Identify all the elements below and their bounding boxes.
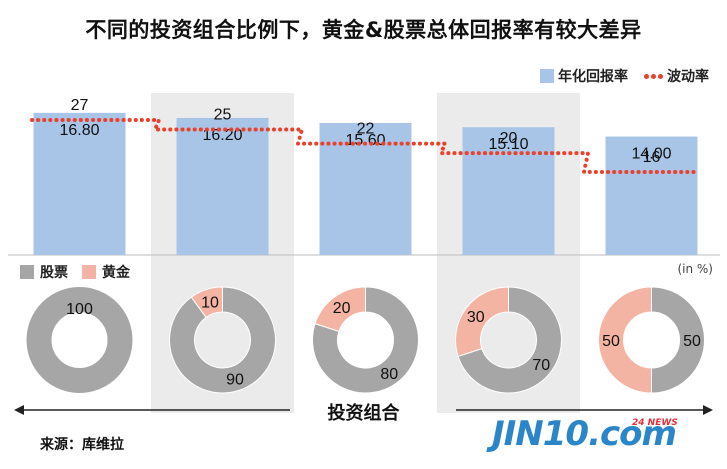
donut-stock-3 [312,286,419,394]
volatility-label-3: 22 [357,121,375,138]
volatility-label-2: 25 [214,106,232,123]
bar-2 [176,117,269,255]
bar-value-label-4: 15.10 [488,136,528,153]
donut-gold-label-3: 20 [333,300,351,317]
pie-legend-stock: 股票 [20,262,68,282]
gold-swatch [82,265,96,279]
legend-line-swatch [644,73,663,79]
volatility-label-4: 20 [500,130,518,147]
bar-5 [605,136,698,255]
axis-arrow-right-head [703,405,713,415]
donut-stock-label-4: 70 [532,357,550,374]
pie-legend-gold: 黄金 [82,262,130,282]
source-note: 来源：库维拉 [40,437,124,453]
volatility-line [30,118,700,174]
donut-stock-1 [26,287,133,393]
x-axis-label: 投资组合 [327,403,400,424]
donut-stock-label-3: 80 [380,366,398,383]
donut-gold-5 [597,286,652,394]
donut-gold-2 [190,286,223,319]
legend-item-return: 年化回报率 [540,66,628,86]
donut-stock-label-5: 50 [683,333,701,350]
donut-gold-label-4: 30 [467,309,485,326]
stock-swatch [20,265,34,279]
donut-stock-5 [651,286,705,394]
chart-title: 不同的投资组合比例下，黄金&股票总体回报率有较大差异 [85,18,642,42]
legend-line-label: 波动率 [667,69,709,85]
donut-gold-3 [314,286,366,332]
legend-bar-label: 年化回报率 [558,69,628,85]
bar-4 [462,127,555,255]
donut-stock-2 [169,286,276,394]
unit-label: (in %) [677,262,713,276]
volatility-label-1: 27 [71,97,89,114]
bar-value-label-1: 16.80 [59,122,99,139]
donut-gold-label-2: 10 [201,294,219,311]
bar-1 [33,112,126,255]
volatility-label-5: 16 [643,149,661,166]
donut-gold-4 [455,286,509,358]
gold-label: 黄金 [102,265,130,281]
bar-value-label-5: 14.00 [631,146,671,163]
donut-stock-label-1: 100 [66,301,93,318]
top-legend: 年化回报率 波动率 [540,66,709,86]
stock-label: 股票 [40,265,68,281]
legend-bar-swatch [540,69,554,83]
axis-arrow-left-head [14,405,24,415]
donut-stock-4 [457,286,562,394]
pie-legend: 股票 黄金 [20,262,130,282]
jin10-logo-sub: 24 NEWS [632,418,678,428]
donut-stock-label-2: 90 [226,372,244,389]
legend-item-volatility: 波动率 [644,66,709,86]
jin10-logo: JIN10.com [492,414,677,454]
donut-gold-label-5: 50 [602,333,620,350]
